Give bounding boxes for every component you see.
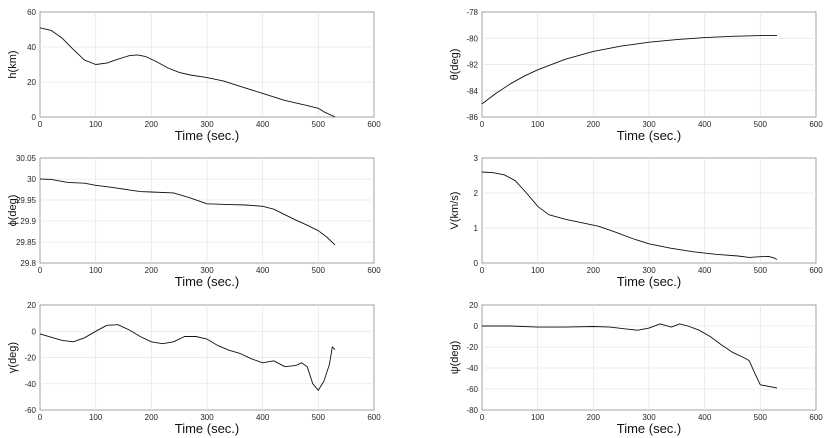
x-tick-label: 400	[256, 120, 270, 129]
x-tick-label: 600	[367, 266, 381, 275]
y-tick-label: -40	[24, 380, 36, 389]
x-tick-label: 200	[145, 120, 159, 129]
x-tick-label: 0	[38, 266, 43, 275]
y-tick-label: 3	[474, 154, 479, 163]
x-tick-label: 500	[312, 120, 326, 129]
x-tick-label: 400	[698, 266, 712, 275]
x-tick-label: 500	[754, 120, 768, 129]
x-tick-label: 0	[480, 413, 485, 422]
y-axis-label: h(km)	[7, 50, 19, 78]
x-tick-label: 500	[312, 413, 326, 422]
x-tick-label: 0	[480, 266, 485, 275]
x-tick-label: 600	[809, 266, 823, 275]
y-tick-label: 30	[27, 175, 36, 184]
y-tick-label: -80	[466, 406, 478, 415]
x-tick-label: 200	[587, 120, 601, 129]
x-tick-label: 300	[642, 120, 656, 129]
subplot-3: 0 100 200 300 400 500 600 29.8 29.85 29.9 29.95 30 3…	[7, 154, 381, 289]
y-tick-label: 2	[474, 189, 479, 198]
series-line-h	[39, 27, 336, 118]
x-axis-label: Time (sec.)	[617, 421, 682, 436]
y-tick-label: 0	[474, 259, 479, 268]
x-axis-label: Time (sec.)	[617, 274, 682, 289]
x-tick-label: 200	[587, 413, 601, 422]
subplot-5: 0 100 200 300 400 500 600 -60 -40 -20 0 20 Time (sec…	[7, 301, 381, 436]
y-axis-label: θ(deg)	[449, 49, 461, 81]
x-tick-label: 100	[531, 120, 545, 129]
y-tick-label: 20	[27, 301, 36, 310]
subplot-4: 0 100 200 300 400 500 600 0 1 2 3 Time (sec.) V(km/s…	[449, 154, 823, 289]
subplot-1: 0 100 200 300 400 500 600 0 20 40 60 Time (sec.) h(k…	[7, 8, 381, 143]
x-tick-label: 500	[754, 266, 768, 275]
x-tick-label: 100	[531, 266, 545, 275]
y-tick-label: -84	[466, 87, 478, 96]
x-tick-label: 300	[642, 413, 656, 422]
x-tick-label: 0	[38, 120, 43, 129]
x-tick-label: 200	[145, 266, 159, 275]
x-tick-label: 600	[809, 413, 823, 422]
x-tick-label: 100	[531, 413, 545, 422]
x-tick-label: 100	[89, 266, 103, 275]
series-line-phi	[39, 178, 336, 246]
y-tick-label: 20	[27, 78, 36, 87]
x-tick-label: 400	[698, 120, 712, 129]
y-axis-label: γ(deg)	[7, 342, 19, 373]
x-tick-label: 400	[698, 413, 712, 422]
x-tick-label: 600	[809, 120, 823, 129]
y-tick-label: -20	[466, 343, 478, 352]
series-line-V	[481, 171, 778, 260]
series-line-gamma	[39, 324, 336, 391]
x-tick-label: 600	[367, 413, 381, 422]
x-tick-label: 100	[89, 413, 103, 422]
x-axis-label: Time (sec.)	[175, 128, 240, 143]
x-tick-label: 200	[587, 266, 601, 275]
x-tick-label: 100	[89, 120, 103, 129]
y-axis-label: ϕ(deg)	[7, 195, 19, 227]
x-tick-label: 500	[754, 413, 768, 422]
x-tick-label: 0	[38, 413, 43, 422]
y-tick-label: 40	[27, 43, 36, 52]
y-tick-label: 29.8	[20, 259, 36, 268]
y-tick-label: 20	[469, 301, 478, 310]
y-tick-label: -80	[466, 34, 478, 43]
y-tick-label: 60	[27, 8, 36, 17]
x-tick-label: 400	[256, 413, 270, 422]
x-tick-label: 600	[367, 120, 381, 129]
y-tick-label: -86	[466, 113, 478, 122]
y-tick-label: -60	[466, 385, 478, 394]
x-tick-label: 300	[200, 120, 214, 129]
x-tick-label: 400	[256, 266, 270, 275]
y-tick-label: -78	[466, 8, 478, 17]
y-tick-label: 0	[32, 327, 37, 336]
series-line-psi	[482, 323, 778, 389]
y-tick-label: 30.05	[16, 154, 37, 163]
x-axis-label: Time (sec.)	[175, 274, 240, 289]
y-axis-label: V(km/s)	[449, 192, 461, 230]
y-axis-label: ψ(deg)	[449, 341, 461, 375]
y-tick-label: -40	[466, 364, 478, 373]
y-tick-label: -60	[24, 406, 36, 415]
subplot-2: 0 100 200 300 400 500 600 -86 -84 -82 -80 -78 Time (…	[449, 8, 823, 143]
y-tick-label: 0	[474, 322, 479, 331]
x-tick-label: 300	[642, 266, 656, 275]
y-tick-label: 0	[32, 113, 37, 122]
y-tick-label: 1	[474, 224, 479, 233]
series-line-theta	[481, 35, 777, 105]
x-axis-label: Time (sec.)	[175, 421, 240, 436]
x-tick-label: 200	[145, 413, 159, 422]
x-axis-label: Time (sec.)	[617, 128, 682, 143]
y-tick-label: 29.85	[16, 238, 37, 247]
x-tick-label: 300	[200, 413, 214, 422]
x-tick-label: 500	[312, 266, 326, 275]
x-tick-label: 0	[480, 120, 485, 129]
y-tick-label: -20	[24, 354, 36, 363]
y-tick-label: -82	[466, 61, 478, 70]
y-tick-label: 29.9	[20, 217, 36, 226]
y-tick-label: 29.95	[16, 196, 37, 205]
x-tick-label: 300	[200, 266, 214, 275]
subplot-6: 0 100 200 300 400 500 600 -80 -60 -40 -20 0 20 Time (…	[449, 301, 823, 436]
